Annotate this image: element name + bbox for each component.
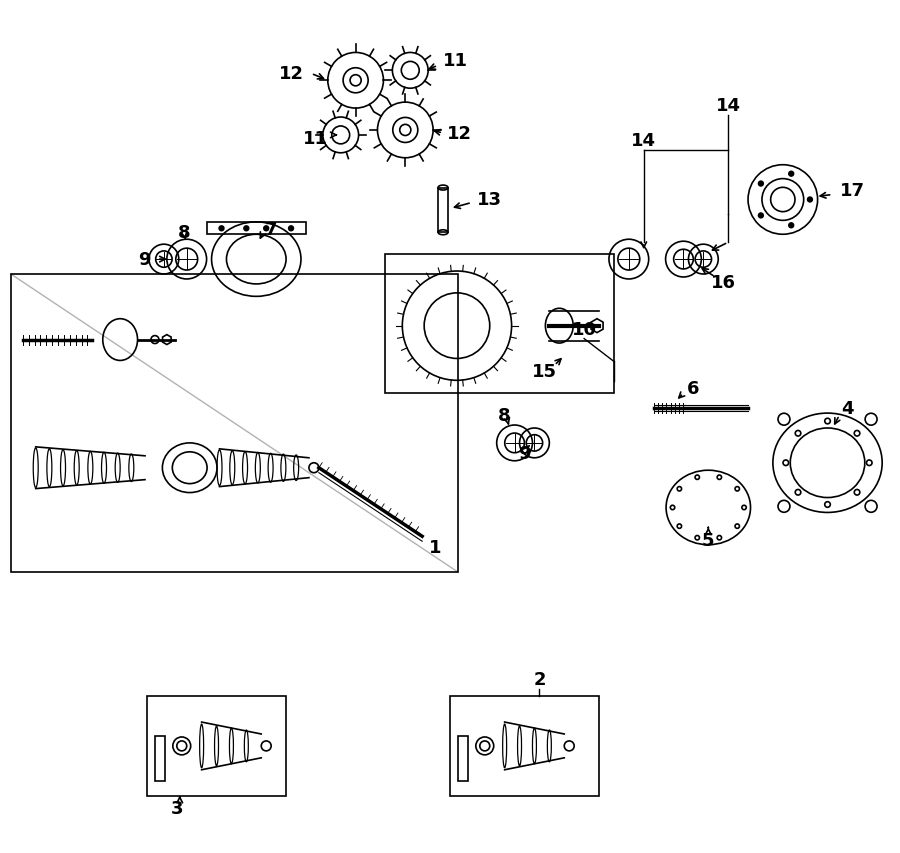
Text: 6: 6	[688, 380, 699, 397]
Circle shape	[670, 506, 675, 510]
Circle shape	[788, 172, 794, 177]
Text: 7: 7	[265, 221, 277, 239]
Circle shape	[867, 461, 872, 466]
Circle shape	[759, 214, 763, 218]
Text: 12: 12	[278, 65, 303, 84]
Circle shape	[695, 536, 699, 540]
Text: 14: 14	[716, 97, 741, 115]
Text: 11: 11	[303, 130, 328, 148]
Text: 3: 3	[170, 799, 183, 817]
Text: 10: 10	[572, 320, 597, 339]
Circle shape	[289, 227, 293, 231]
Text: 5: 5	[702, 531, 715, 549]
Bar	[450, 696, 599, 796]
Bar	[458, 736, 468, 780]
Text: 4: 4	[842, 400, 853, 418]
Text: 2: 2	[533, 670, 545, 688]
Circle shape	[735, 525, 740, 529]
Circle shape	[717, 536, 722, 540]
Bar	[147, 696, 286, 796]
Circle shape	[796, 431, 801, 437]
Circle shape	[824, 419, 831, 424]
Circle shape	[788, 223, 794, 229]
Circle shape	[783, 461, 788, 466]
Bar	[11, 275, 458, 572]
Circle shape	[796, 490, 801, 496]
Circle shape	[264, 227, 269, 231]
Text: 1: 1	[428, 538, 441, 556]
Text: 9: 9	[138, 251, 150, 269]
Circle shape	[717, 475, 722, 480]
Circle shape	[244, 227, 248, 231]
Text: 12: 12	[447, 125, 473, 142]
Circle shape	[854, 431, 859, 437]
Circle shape	[807, 198, 813, 203]
Text: 13: 13	[477, 191, 502, 209]
Circle shape	[695, 475, 699, 480]
Circle shape	[824, 502, 831, 508]
Circle shape	[677, 487, 681, 491]
Circle shape	[735, 487, 740, 491]
Text: 8: 8	[499, 407, 511, 425]
Bar	[385, 255, 614, 394]
Circle shape	[759, 182, 763, 187]
Text: 16: 16	[711, 274, 735, 292]
Circle shape	[219, 227, 224, 231]
Text: 15: 15	[532, 363, 557, 381]
Bar	[155, 736, 165, 780]
Text: 9: 9	[518, 444, 531, 462]
Bar	[438, 189, 448, 233]
Text: 8: 8	[177, 224, 190, 242]
Bar	[207, 223, 306, 235]
Circle shape	[854, 490, 859, 496]
Circle shape	[742, 506, 746, 510]
Text: 11: 11	[443, 52, 467, 70]
Text: 17: 17	[840, 182, 865, 200]
Text: 14: 14	[631, 131, 656, 149]
Circle shape	[677, 525, 681, 529]
